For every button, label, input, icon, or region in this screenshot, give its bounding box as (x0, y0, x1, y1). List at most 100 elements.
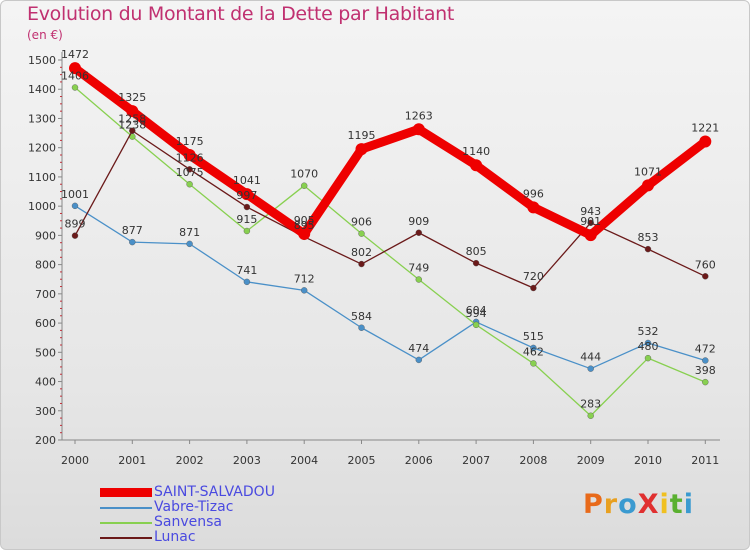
data-label: 1001 (61, 188, 89, 201)
data-point (702, 378, 709, 386)
data-point (301, 182, 308, 189)
data-label: 901 (580, 215, 601, 228)
data-label: 1075 (176, 166, 204, 179)
data-labels: 1001 877 871 741 712 584 474 604 515 444 532 472 140… (61, 48, 719, 411)
data-label: 1126 (176, 151, 204, 164)
x-tick-label: 2003 (233, 454, 261, 467)
data-point (412, 123, 425, 136)
axes: 200 300 400 500 600 700 800 900 1000 1100 1200 1300… (28, 52, 720, 467)
data-label: 906 (351, 216, 372, 229)
y-tick-label: 1200 (28, 142, 56, 155)
data-label: 749 (408, 262, 429, 275)
data-label: 1258 (118, 113, 146, 126)
chart-title: Evolution du Montant de la Dette par Hab… (27, 3, 455, 25)
y-tick-label: 600 (35, 317, 56, 330)
unit-label: (en €) (27, 28, 63, 42)
data-label: 515 (523, 330, 544, 343)
x-tick-label: 2006 (405, 454, 433, 467)
data-label: 996 (523, 187, 544, 200)
y-tick-label: 1300 (28, 112, 56, 125)
data-label: 909 (408, 215, 429, 228)
data-point (358, 260, 365, 268)
data-point (644, 245, 652, 253)
y-tick-label: 1400 (28, 83, 56, 96)
x-tick-label: 2010 (634, 454, 662, 467)
data-point (644, 354, 652, 362)
data-label: 1071 (634, 165, 662, 178)
y-tick-label: 700 (35, 288, 56, 301)
x-tick-label: 2008 (519, 454, 547, 467)
y-tick-label: 500 (35, 346, 56, 359)
y-tick-label: 1000 (28, 200, 56, 213)
data-label: 532 (638, 325, 659, 338)
x-tick-label: 2011 (691, 454, 719, 467)
data-point (240, 188, 253, 201)
data-point (298, 227, 311, 240)
data-point (644, 339, 652, 347)
data-label: 1195 (348, 129, 376, 142)
data-point (186, 240, 193, 248)
y-tick-label: 1500 (28, 54, 56, 67)
series-line-2 (74, 86, 706, 417)
data-point (527, 201, 540, 214)
data-label: 462 (523, 345, 544, 358)
data-point (702, 357, 709, 364)
data-point (584, 229, 597, 242)
y-tick-label: 900 (35, 229, 56, 242)
data-point (183, 149, 196, 161)
data-label: 1472 (61, 48, 89, 61)
data-point (587, 412, 594, 419)
data-label: 283 (580, 398, 601, 411)
data-label: 871 (179, 226, 200, 239)
data-point (301, 287, 308, 294)
legend-label: Sanvensa (154, 514, 222, 530)
data-point (470, 159, 483, 172)
data-point (358, 230, 365, 237)
legend-label: Vabre-Tizac (154, 499, 234, 515)
series-lines (69, 62, 712, 419)
data-label: 712 (294, 272, 315, 285)
data-point (530, 360, 537, 367)
legend-swatch (100, 537, 152, 539)
series-line-1 (74, 205, 706, 370)
data-point (415, 229, 422, 236)
x-tick-label: 2005 (348, 454, 376, 467)
data-label: 474 (408, 342, 429, 355)
data-label: 1041 (233, 174, 261, 187)
data-label: 895 (294, 219, 315, 232)
y-tick-label: 400 (35, 376, 56, 389)
x-tick-label: 2001 (118, 454, 146, 467)
data-point (358, 324, 365, 331)
data-label: 853 (638, 231, 659, 244)
legend-swatch (100, 507, 152, 509)
x-tick-label: 2004 (290, 454, 318, 467)
data-label: 1221 (691, 122, 719, 135)
data-point (642, 179, 654, 192)
data-label: 915 (236, 213, 257, 226)
data-label: 594 (466, 307, 487, 320)
y-tick-label: 200 (35, 434, 56, 447)
x-tick-label: 2007 (462, 454, 490, 467)
data-label: 1238 (118, 119, 146, 132)
data-point (530, 344, 537, 352)
x-tick-label: 2000 (61, 454, 89, 467)
data-point (126, 105, 139, 118)
legend-label: Lunac (154, 529, 196, 545)
data-point (186, 166, 193, 173)
data-point (69, 62, 81, 75)
data-label: 472 (695, 342, 716, 355)
legend-swatch (100, 522, 152, 524)
y-tick-label: 1100 (28, 171, 56, 184)
data-label: 720 (523, 270, 544, 283)
data-label: 480 (638, 340, 659, 353)
series-line-3 (74, 130, 706, 289)
data-label: 1406 (61, 69, 89, 82)
data-label: 877 (122, 224, 143, 237)
data-label: 444 (580, 351, 601, 364)
data-point (243, 203, 251, 211)
data-label: 1070 (290, 168, 318, 181)
data-label: 802 (351, 246, 372, 259)
data-point (587, 365, 594, 372)
data-label: 899 (65, 218, 86, 231)
